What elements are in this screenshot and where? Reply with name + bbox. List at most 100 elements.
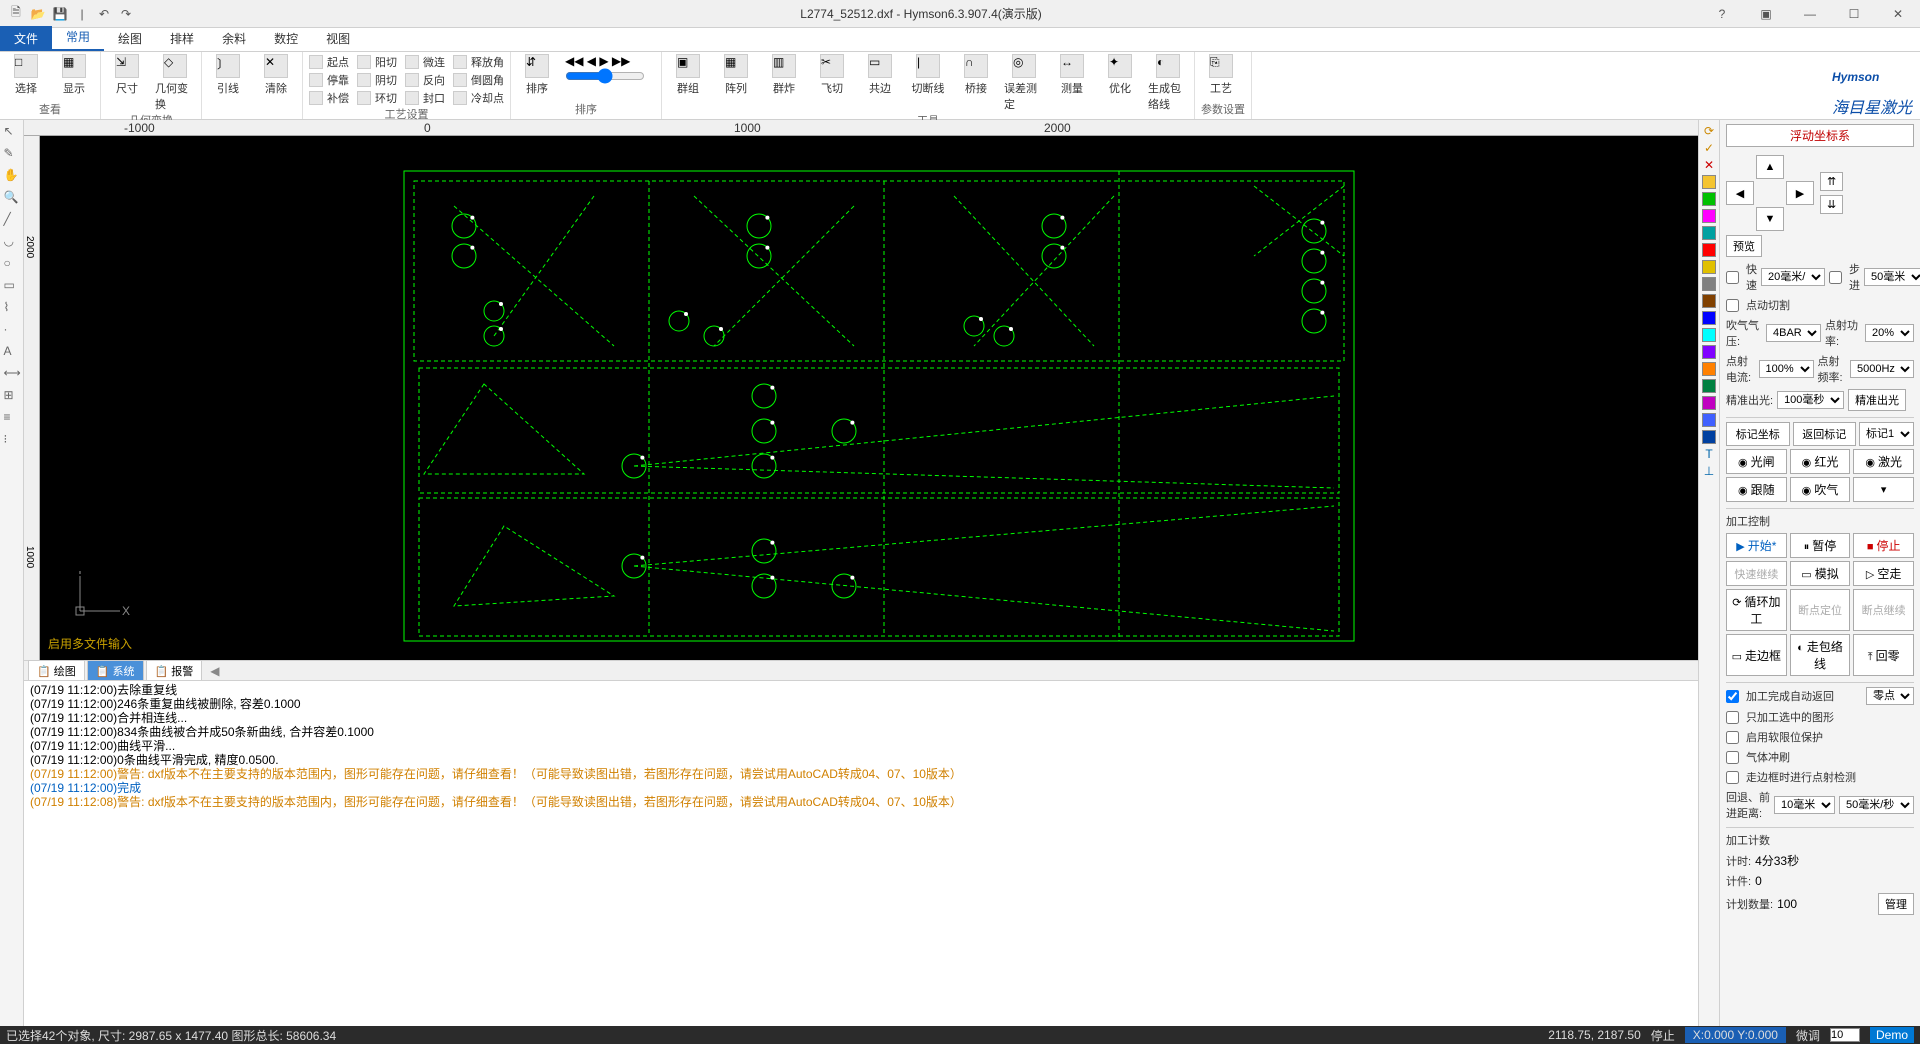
ribbon-冷却点[interactable]: 冷却点 (453, 90, 504, 106)
logtab-报警[interactable]: 📋 报警 (146, 660, 203, 682)
retreat-speed-select[interactable]: 50毫米/秒 (1839, 796, 1914, 814)
minimize-icon[interactable]: — (1788, 0, 1832, 28)
auto-return-checkbox[interactable] (1726, 690, 1739, 703)
layer-swatch[interactable] (1702, 311, 1716, 325)
step-select[interactable]: 50毫米 (1864, 268, 1920, 286)
circle-icon[interactable]: ○ (4, 256, 20, 272)
ribbon-几何变换[interactable]: ◇几何变换 (155, 54, 195, 112)
sort-slider[interactable] (565, 68, 645, 84)
layer-icon[interactable]: ≡ (4, 410, 20, 426)
tab-0[interactable]: 常用 (52, 24, 104, 51)
tab-2[interactable]: 排样 (156, 26, 208, 51)
layer-swatch[interactable] (1702, 294, 1716, 308)
group-icon[interactable]: ⊞ (4, 388, 20, 404)
jog-down-button[interactable]: ▼ (1756, 207, 1784, 231)
logtab-绘图[interactable]: 📋 绘图 (28, 660, 85, 682)
tab-4[interactable]: 数控 (260, 26, 312, 51)
ribbon-选择[interactable]: □选择 (6, 54, 46, 96)
edge-spot-checkbox[interactable] (1726, 771, 1739, 784)
preview-button[interactable]: 预览 (1726, 235, 1762, 257)
layer-swatch[interactable] (1702, 209, 1716, 223)
tab-5[interactable]: 视图 (312, 26, 364, 51)
layer-swatch[interactable] (1702, 277, 1716, 291)
z-down-button[interactable]: ⇊ (1820, 195, 1843, 214)
laser-button[interactable]: ◉ 激光 (1853, 449, 1914, 474)
layer-swatch[interactable] (1702, 243, 1716, 257)
ribbon-环切[interactable]: 环切 (357, 90, 397, 106)
ribbon-补偿[interactable]: 补偿 (309, 90, 349, 106)
ribbon-引线[interactable]: 〕引线 (208, 54, 248, 96)
dryrun-button[interactable]: ▷ 空走 (1853, 561, 1914, 586)
arc-icon[interactable]: ◡ (4, 234, 20, 250)
precise-light-select[interactable]: 100毫秒 (1777, 391, 1844, 409)
layer-swatch[interactable] (1702, 260, 1716, 274)
layer-swatch[interactable] (1702, 362, 1716, 376)
spot-power-select[interactable]: 20% (1865, 324, 1914, 342)
jog-left-button[interactable]: ◀ (1726, 181, 1754, 205)
zoom-icon[interactable]: 🔍 (4, 190, 20, 206)
spot-current-select[interactable]: 100% (1759, 360, 1814, 378)
restore-icon[interactable]: ▣ (1744, 0, 1788, 28)
ribbon-释放角[interactable]: 释放角 (453, 54, 504, 70)
ribbon-测量[interactable]: ↔测量 (1052, 54, 1092, 96)
point-icon[interactable]: · (4, 322, 20, 338)
ribbon-误差测定[interactable]: ◎误差测定 (1004, 54, 1044, 112)
maximize-icon[interactable]: ☐ (1832, 0, 1876, 28)
logtab-系统[interactable]: 📋 系统 (87, 660, 144, 682)
ribbon-生成包络线[interactable]: ◐生成包络线 (1148, 54, 1188, 112)
close-icon[interactable]: ✕ (1876, 0, 1920, 28)
mark-coord-button[interactable]: 标记坐标 (1726, 422, 1790, 446)
layer-swatch[interactable] (1702, 396, 1716, 410)
ribbon-阳切[interactable]: 阳切 (357, 54, 397, 70)
ribbon-排序[interactable]: ⇵排序 (517, 54, 557, 96)
return-point-select[interactable]: 零点 (1866, 687, 1914, 705)
layer-show-icon[interactable]: ⟳ (1704, 124, 1714, 138)
only-selected-checkbox[interactable] (1726, 711, 1739, 724)
open-icon[interactable]: 📂 (30, 6, 46, 22)
more-icon[interactable]: ⁝ (4, 432, 20, 448)
text-icon[interactable]: A (4, 344, 20, 360)
precise-light-button[interactable]: 精准出光 (1848, 389, 1906, 411)
new-icon[interactable]: 🗎 (8, 6, 24, 22)
envelope-button[interactable]: ◐ 走包络线 (1790, 634, 1851, 676)
ribbon-起点[interactable]: 起点 (309, 54, 349, 70)
spot-cut-checkbox[interactable] (1726, 299, 1739, 312)
layer-swatch[interactable] (1702, 328, 1716, 342)
ribbon-桥接[interactable]: ∩桥接 (956, 54, 996, 96)
breakpoint-locate-button[interactable]: 断点定位 (1790, 589, 1851, 631)
ribbon-停靠[interactable]: 停靠 (309, 72, 349, 88)
red-button[interactable]: ◉ 红光 (1790, 449, 1851, 474)
layer-swatch[interactable] (1702, 413, 1716, 427)
layer-swatch[interactable] (1702, 379, 1716, 393)
layer-swatch[interactable] (1702, 226, 1716, 240)
ribbon-共边[interactable]: ▭共边 (860, 54, 900, 96)
gas-flush-checkbox[interactable] (1726, 751, 1739, 764)
ribbon-微连[interactable]: 微连 (405, 54, 445, 70)
manage-button[interactable]: 管理 (1878, 893, 1914, 915)
tab-3[interactable]: 余料 (208, 26, 260, 51)
fast-select[interactable]: 20毫米/ (1761, 268, 1825, 286)
pointer-icon[interactable]: ↖ (4, 124, 20, 140)
light-button[interactable]: ◉ 光闸 (1726, 449, 1787, 474)
ribbon-阴切[interactable]: 阴切 (357, 72, 397, 88)
node-icon[interactable]: ✎ (4, 146, 20, 162)
retreat-dist-select[interactable]: 10毫米 (1774, 796, 1835, 814)
gas-select[interactable]: 4BAR (1766, 324, 1821, 342)
blow-button[interactable]: ◉ 吹气 (1790, 477, 1851, 502)
home-button[interactable]: ⤒ 回零 (1853, 634, 1914, 676)
breakpoint-continue-button[interactable]: 断点继续 (1853, 589, 1914, 631)
ribbon-群组[interactable]: ▣群组 (668, 54, 708, 96)
ribbon-显示[interactable]: ▦显示 (54, 54, 94, 96)
step-checkbox[interactable] (1829, 271, 1842, 284)
frame-button[interactable]: ▭ 走边框 (1726, 634, 1787, 676)
fast-checkbox[interactable] (1726, 271, 1739, 284)
ribbon-群炸[interactable]: ▥群炸 (764, 54, 804, 96)
coord-system-select[interactable]: 浮动坐标系 (1726, 124, 1914, 147)
spot-freq-select[interactable]: 5000Hz (1850, 360, 1914, 378)
layer-check-icon[interactable]: ✓ (1704, 141, 1714, 155)
redo-icon[interactable]: ↷ (118, 6, 134, 22)
jog-up-button[interactable]: ▲ (1756, 155, 1784, 179)
ribbon-飞切[interactable]: ✂飞切 (812, 54, 852, 96)
loop-button[interactable]: ⟳ 循环加工 (1726, 589, 1787, 631)
follow-button[interactable]: ◉ 跟随 (1726, 477, 1787, 502)
